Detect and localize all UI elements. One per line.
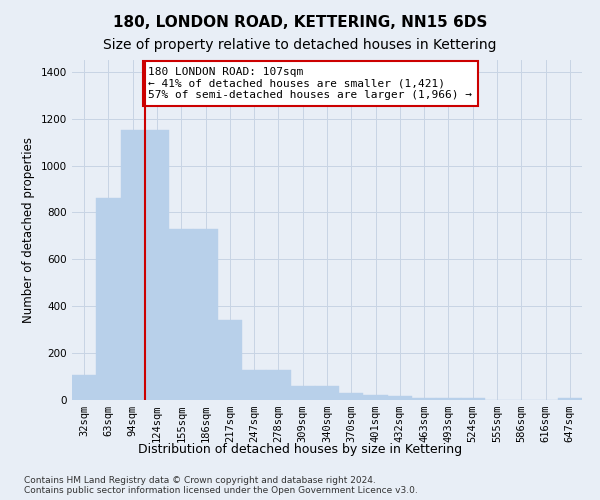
Text: 180 LONDON ROAD: 107sqm
← 41% of detached houses are smaller (1,421)
57% of semi: 180 LONDON ROAD: 107sqm ← 41% of detache… bbox=[149, 67, 473, 100]
Bar bbox=[145, 130, 169, 400]
Bar bbox=[96, 198, 121, 400]
Bar bbox=[436, 398, 461, 400]
Bar bbox=[193, 229, 218, 400]
Bar bbox=[169, 229, 193, 400]
Text: 180, LONDON ROAD, KETTERING, NN15 6DS: 180, LONDON ROAD, KETTERING, NN15 6DS bbox=[113, 15, 487, 30]
Bar bbox=[72, 376, 96, 400]
Bar bbox=[412, 398, 436, 400]
Bar bbox=[218, 320, 242, 400]
Bar bbox=[315, 386, 339, 400]
Text: Distribution of detached houses by size in Kettering: Distribution of detached houses by size … bbox=[138, 442, 462, 456]
Text: Size of property relative to detached houses in Kettering: Size of property relative to detached ho… bbox=[103, 38, 497, 52]
Text: Contains HM Land Registry data © Crown copyright and database right 2024.
Contai: Contains HM Land Registry data © Crown c… bbox=[24, 476, 418, 495]
Bar bbox=[558, 398, 582, 400]
Bar bbox=[266, 370, 290, 400]
Bar bbox=[242, 370, 266, 400]
Bar bbox=[121, 130, 145, 400]
Bar bbox=[364, 396, 388, 400]
Bar bbox=[461, 398, 485, 400]
Y-axis label: Number of detached properties: Number of detached properties bbox=[22, 137, 35, 323]
Bar bbox=[290, 386, 315, 400]
Bar bbox=[339, 393, 364, 400]
Bar bbox=[388, 396, 412, 400]
